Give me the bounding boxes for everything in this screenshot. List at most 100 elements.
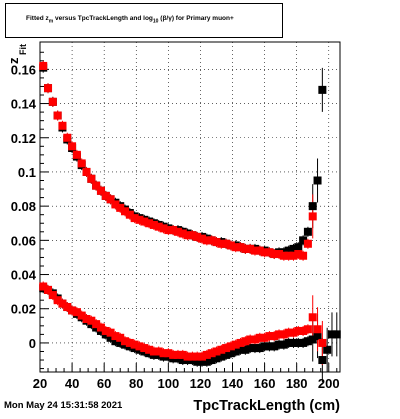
data-point-series-2	[72, 150, 81, 159]
data-point-series-2	[154, 347, 163, 356]
data-point-series-1	[308, 335, 317, 344]
data-point-series-2	[149, 347, 158, 356]
data-point-series-2	[125, 338, 134, 347]
data-point-series-2	[140, 217, 149, 226]
data-point-series-2	[44, 84, 53, 93]
data-point-series-2	[188, 231, 197, 240]
data-point-series-2	[289, 328, 298, 337]
data-point-series-2	[63, 133, 72, 142]
data-point-series-2	[188, 352, 197, 361]
x-tick-label: 180	[286, 376, 308, 391]
x-tick-label: 120	[190, 376, 212, 391]
data-point-series-2	[270, 250, 279, 259]
data-point-series-2	[53, 296, 62, 305]
data-point-series-1	[198, 357, 207, 366]
data-point-series-2	[164, 226, 173, 235]
data-point-series-2	[68, 306, 77, 315]
data-point-series-2	[303, 239, 312, 248]
data-point-series-2	[159, 349, 168, 358]
data-point-series-2	[299, 251, 308, 260]
axis-labels: TpcTrackLength (cm) z Fit	[6, 44, 340, 414]
data-point-series-2	[294, 250, 303, 259]
data-point-series-2	[68, 142, 77, 151]
data-point-series-2	[39, 61, 48, 70]
data-point-series-1	[241, 345, 250, 354]
data-point-series-1	[299, 338, 308, 347]
data-point-series-2	[226, 342, 235, 351]
data-point-series-2	[222, 239, 231, 248]
data-point-series-2	[183, 231, 192, 240]
data-point-series-2	[101, 191, 110, 200]
data-point-series-2	[82, 314, 91, 323]
y-axis-label-z: z	[6, 57, 21, 64]
data-point-series-2	[303, 325, 312, 334]
data-point-series-2	[96, 323, 105, 332]
data-point-series-2	[202, 236, 211, 245]
data-point-series-2	[250, 335, 259, 344]
data-point-series-2	[212, 238, 221, 247]
data-point-series-2	[82, 167, 91, 176]
data-point-series-2	[96, 186, 105, 195]
x-tick-label: 80	[129, 376, 143, 391]
data-point-series-1	[313, 176, 322, 185]
data-point-series-2	[154, 222, 163, 231]
data-point-series-2	[212, 347, 221, 356]
data-point-series-2	[207, 236, 216, 245]
data-point-series-2	[178, 229, 187, 238]
x-tick-label: 160	[254, 376, 276, 391]
data-point-series-2	[279, 251, 288, 260]
data-point-series-1	[246, 344, 255, 353]
data-point-series-2	[222, 344, 231, 353]
y-tick-label: 0.06	[11, 233, 36, 248]
data-point-series-2	[284, 328, 293, 337]
data-point-series-2	[265, 248, 274, 257]
data-point-series-2	[116, 203, 125, 212]
y-tick-label: 0.16	[11, 62, 36, 77]
data-point-series-2	[178, 350, 187, 359]
data-point-series-2	[270, 332, 279, 341]
data-point-series-1	[231, 347, 240, 356]
data-point-series-2	[318, 338, 327, 347]
data-point-series-2	[92, 181, 101, 190]
data-point-series-2	[207, 349, 216, 358]
x-axis-label: TpcTrackLength (cm)	[193, 398, 340, 414]
data-point-series-1	[294, 243, 303, 252]
data-point-series-1	[289, 338, 298, 347]
y-tick-label: 0.04	[11, 268, 37, 283]
data-point-series-2	[130, 340, 139, 349]
data-point-series-2	[111, 200, 120, 209]
data-point-series-1	[178, 356, 187, 365]
y-axis-label-sub: Fit	[18, 44, 28, 55]
data-point-series-2	[101, 326, 110, 335]
title-mid: versus TpcTrackLength and log	[53, 15, 153, 22]
data-point-series-2	[193, 352, 202, 361]
data-point-series-2	[202, 350, 211, 359]
title-post: (β/γ) for Primary muon+	[158, 15, 234, 22]
data-point-series-2	[63, 303, 72, 312]
data-point-series-2	[77, 159, 86, 168]
data-point-series-1	[202, 357, 211, 366]
data-point-series-2	[87, 316, 96, 325]
data-point-series-2	[217, 239, 226, 248]
data-point-series-2	[173, 227, 182, 236]
data-point-series-2	[77, 311, 86, 320]
data-point-series-1	[303, 337, 312, 346]
data-point-series-1	[106, 333, 115, 342]
data-point-series-1	[222, 350, 231, 359]
data-point-series-2	[173, 350, 182, 359]
data-point-series-2	[236, 243, 245, 252]
data-point-series-2	[72, 308, 81, 317]
data-point-series-2	[250, 246, 259, 255]
data-point-series-2	[169, 226, 178, 235]
data-point-series-2	[255, 333, 264, 342]
data-point-series-2	[135, 342, 144, 351]
data-point-series-2	[140, 344, 149, 353]
x-tick-label: 200	[318, 376, 340, 391]
data-point-series-2	[164, 349, 173, 358]
data-point-series-1	[250, 344, 259, 353]
data-point-series-1	[255, 344, 264, 353]
data-point-series-2	[48, 291, 57, 300]
plot-title: Fitted zm versus TpcTrackLength and log1…	[26, 15, 234, 24]
x-tick-label: 20	[33, 376, 47, 391]
